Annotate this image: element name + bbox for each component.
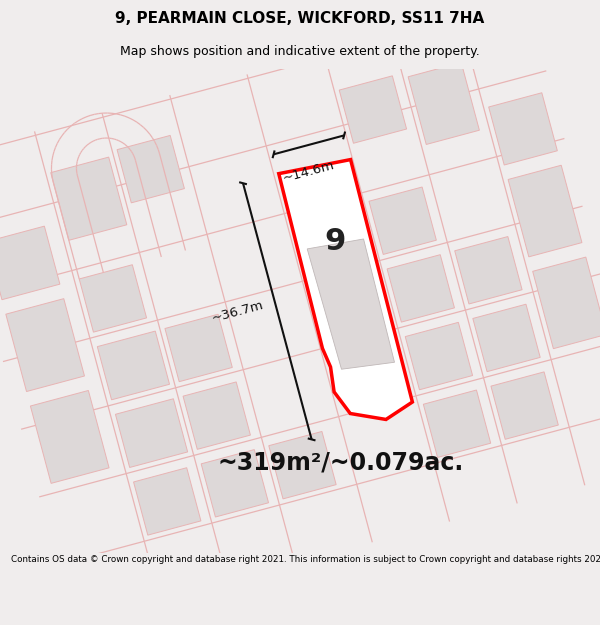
Polygon shape [6,299,85,391]
Polygon shape [387,254,454,322]
Polygon shape [165,314,232,382]
Polygon shape [307,239,394,369]
Polygon shape [0,226,60,300]
Polygon shape [279,159,412,419]
Polygon shape [183,382,250,449]
Polygon shape [31,391,109,483]
Text: Map shows position and indicative extent of the property.: Map shows position and indicative extent… [120,45,480,58]
Text: 9: 9 [325,227,346,256]
Polygon shape [533,257,600,349]
Polygon shape [97,331,170,400]
Polygon shape [51,157,127,240]
Polygon shape [201,449,269,517]
Text: ~36.7m: ~36.7m [210,298,265,324]
Text: ~14.6m: ~14.6m [281,159,337,185]
Polygon shape [508,165,582,257]
Polygon shape [115,399,188,468]
Polygon shape [269,431,336,499]
Polygon shape [405,322,473,390]
Polygon shape [117,136,184,203]
Polygon shape [424,390,491,458]
Text: Contains OS data © Crown copyright and database right 2021. This information is : Contains OS data © Crown copyright and d… [11,555,600,564]
Text: ~319m²/~0.079ac.: ~319m²/~0.079ac. [218,451,464,475]
Polygon shape [134,468,201,535]
Polygon shape [491,372,559,439]
Polygon shape [488,92,557,165]
Polygon shape [473,304,540,372]
Polygon shape [79,265,146,332]
Text: 9, PEARMAIN CLOSE, WICKFORD, SS11 7HA: 9, PEARMAIN CLOSE, WICKFORD, SS11 7HA [115,11,485,26]
Polygon shape [455,236,522,304]
Polygon shape [408,62,479,144]
Polygon shape [369,187,436,254]
Polygon shape [339,76,407,143]
